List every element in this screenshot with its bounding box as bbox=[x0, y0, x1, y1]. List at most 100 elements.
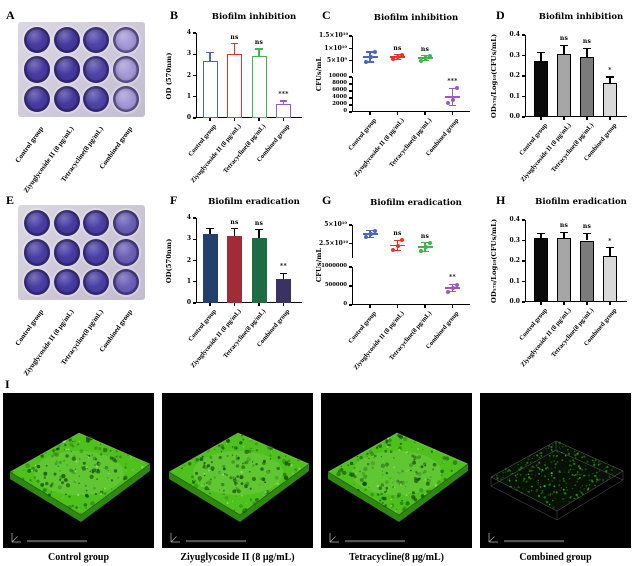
bar-Ziyuglycoside II (8 μg/mL) bbox=[227, 236, 242, 303]
chart-title: Biofilm inhibition bbox=[538, 12, 624, 22]
x-tick-mark bbox=[233, 118, 236, 121]
upper-axis-segment bbox=[352, 225, 470, 258]
x-tick-mark bbox=[258, 303, 260, 306]
error-bar-cap bbox=[421, 250, 429, 253]
confocal-image-tetracycline bbox=[321, 393, 472, 548]
axis-orientation-icon bbox=[11, 533, 21, 543]
mean-line bbox=[445, 96, 460, 98]
bar-Tetracycline(8 μg/mL) bbox=[251, 56, 267, 118]
y-tick-label: 0.2 bbox=[509, 257, 520, 264]
data-point bbox=[400, 238, 404, 243]
error-bar-cap bbox=[421, 55, 429, 57]
bar-Control group bbox=[202, 233, 218, 303]
y-tick-label: 0.3 bbox=[509, 236, 520, 244]
data-point bbox=[423, 56, 428, 61]
chart-title: Biofilm eradication bbox=[370, 198, 462, 208]
error-bar bbox=[233, 228, 236, 237]
x-tick-mark bbox=[540, 302, 542, 305]
y-tick-label: 6000 bbox=[332, 87, 347, 94]
data-point bbox=[451, 98, 455, 103]
confocal-caption: Tetracycline(8 μg/mL) bbox=[349, 552, 444, 563]
error-bar-cap bbox=[560, 231, 568, 233]
stained-well bbox=[113, 269, 140, 296]
panel-letter-G: G bbox=[322, 193, 332, 207]
stained-well bbox=[23, 26, 50, 53]
y-tick-label: 8000 bbox=[332, 80, 347, 87]
y-tick-mark bbox=[192, 217, 196, 219]
error-bar bbox=[540, 233, 542, 239]
x-category-label-text: Ziyuglycoside II (8 μg/mL) bbox=[352, 310, 406, 372]
y-tick-mark bbox=[521, 54, 525, 57]
data-point bbox=[451, 285, 455, 290]
x-tick-mark bbox=[609, 302, 611, 305]
well-column-label-text: Control group bbox=[13, 125, 46, 165]
error-bar bbox=[233, 43, 236, 55]
x-tick-mark bbox=[609, 117, 611, 120]
error-bar-cap bbox=[366, 51, 374, 53]
x-tick-mark bbox=[586, 117, 588, 120]
chart-title: Biofilm eradication bbox=[535, 197, 627, 207]
panel-letter-C: C bbox=[322, 8, 331, 22]
stained-well bbox=[23, 269, 50, 296]
data-point bbox=[427, 53, 432, 58]
y-tick-label: 2.5×10¹⁰ bbox=[319, 239, 349, 247]
data-point bbox=[455, 282, 459, 287]
significance-label: ns bbox=[230, 33, 239, 41]
bar-Combined group bbox=[603, 83, 617, 117]
panel-od-inhibition-chart: B Biofilm inhibition OD (570nm) 0 1 2 3 4 Contr… bbox=[160, 0, 315, 185]
bar-Combined group bbox=[603, 255, 617, 302]
error-bar-cap bbox=[279, 100, 288, 102]
significance-label: ns bbox=[393, 44, 402, 52]
error-bar bbox=[209, 228, 211, 234]
error-bar-cap bbox=[366, 229, 374, 232]
well-column-label-text: Combined group bbox=[98, 125, 135, 171]
error-bar bbox=[540, 52, 542, 61]
data-point bbox=[396, 54, 400, 59]
bar-Ziyuglycoside II (8 μg/mL) bbox=[557, 54, 571, 117]
x-tick-mark bbox=[282, 303, 285, 306]
scatter-chart-cfu-inhibition: Biofilm inhibition CFUs/mL 5×10⁹ 1×10¹⁰ 1.5×… bbox=[315, 0, 485, 185]
well-plate bbox=[18, 22, 145, 117]
panel-letter-A: A bbox=[6, 8, 15, 22]
stained-well bbox=[23, 56, 50, 83]
significance-label: ns bbox=[559, 35, 569, 43]
error-bar bbox=[209, 52, 211, 61]
error-bar bbox=[258, 48, 260, 57]
scale-annotation bbox=[345, 540, 405, 543]
x-tick-mark bbox=[233, 303, 236, 306]
x-tick-mark bbox=[258, 118, 260, 121]
error-bar-cap bbox=[421, 60, 429, 62]
bar-Control group bbox=[534, 238, 548, 302]
y-tick-mark bbox=[348, 111, 352, 113]
error-bar-cap bbox=[560, 44, 568, 46]
data-point bbox=[446, 100, 450, 105]
y-tick-mark bbox=[192, 53, 196, 55]
plot-axes bbox=[196, 218, 302, 303]
y-tick-mark bbox=[521, 95, 525, 98]
bar-chart-ratio-eradication: Biofilm eradication OD₅₇₀/Log₁₀(CFUs/mL) 0… bbox=[485, 185, 639, 375]
stained-well bbox=[83, 209, 110, 236]
bar-Ziyuglycoside II (8 μg/mL) bbox=[227, 54, 242, 118]
data-point bbox=[368, 231, 373, 236]
y-tick-mark bbox=[192, 32, 196, 34]
significance-label: ns bbox=[559, 222, 569, 230]
panel-od-eradication-chart: F Biofilm eradication OD(570nm) 0 1 2 3 4 Contr… bbox=[160, 185, 315, 375]
y-tick-label: 0.2 bbox=[509, 72, 520, 79]
y-tick-mark bbox=[521, 75, 525, 77]
error-bar-cap bbox=[448, 283, 457, 286]
well-plate-photo-inhibition: Control group Ziyuglycoside II (8 μg/mL) T… bbox=[0, 0, 160, 194]
error-bar-cap bbox=[206, 51, 214, 53]
scale-annotation bbox=[504, 540, 564, 543]
panel-crystal-violet-inhibition: A Control group Ziyuglycoside II (8 μg/mL… bbox=[0, 0, 160, 194]
y-tick-label: 4 bbox=[186, 29, 191, 36]
axis-orientation-icon bbox=[170, 533, 180, 543]
data-point bbox=[455, 85, 459, 90]
y-tick-label: 0 bbox=[343, 301, 347, 308]
well-plate-photo-eradication: Control group Ziyuglycoside II (8 μg/mL) T… bbox=[0, 185, 160, 377]
confocal-image-ziyuglycoside bbox=[162, 393, 313, 548]
x-tick-mark bbox=[369, 305, 371, 308]
error-bar-cap bbox=[393, 240, 402, 242]
error-bar-cap bbox=[393, 249, 402, 251]
axis-orientation-icon bbox=[329, 533, 339, 543]
